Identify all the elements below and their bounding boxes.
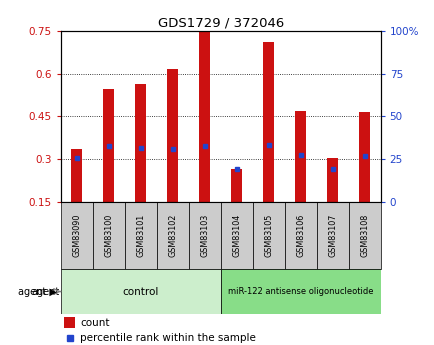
Bar	[284, 202, 316, 269]
Title: GDS1729 / 372046: GDS1729 / 372046	[157, 17, 283, 30]
Bar	[358, 112, 369, 202]
Bar	[61, 202, 93, 269]
Bar	[71, 149, 82, 202]
Text: GSM83100: GSM83100	[104, 214, 113, 257]
Bar	[157, 202, 188, 269]
Bar	[316, 202, 348, 269]
Bar	[135, 84, 146, 202]
Text: GSM83101: GSM83101	[136, 214, 145, 257]
Bar	[220, 269, 380, 314]
Bar	[167, 69, 178, 202]
Text: GSM83108: GSM83108	[359, 214, 368, 257]
Text: GSM83105: GSM83105	[263, 214, 273, 257]
Text: GSM83090: GSM83090	[72, 214, 81, 257]
Text: agent ▶: agent ▶	[18, 287, 56, 296]
Bar	[64, 317, 75, 328]
Text: control: control	[122, 287, 159, 296]
Bar	[326, 158, 338, 202]
Text: percentile rank within the sample: percentile rank within the sample	[80, 333, 255, 343]
Bar	[125, 202, 157, 269]
Bar	[103, 89, 114, 202]
Text: GSM83102: GSM83102	[168, 214, 177, 257]
Bar	[263, 42, 274, 202]
Text: GSM83107: GSM83107	[327, 214, 336, 257]
Text: miR-122 antisense oligonucleotide: miR-122 antisense oligonucleotide	[227, 287, 372, 296]
Text: GSM83106: GSM83106	[296, 214, 305, 257]
Bar	[230, 169, 242, 202]
Bar	[348, 202, 380, 269]
Text: count: count	[80, 318, 109, 328]
Bar	[294, 111, 306, 202]
Bar	[252, 202, 284, 269]
Bar	[188, 202, 220, 269]
Text: GSM83104: GSM83104	[232, 214, 241, 257]
Text: agent: agent	[31, 287, 59, 296]
Bar	[61, 269, 220, 314]
Bar	[199, 32, 210, 202]
Bar	[220, 202, 252, 269]
Text: GSM83103: GSM83103	[200, 214, 209, 257]
Bar	[93, 202, 125, 269]
